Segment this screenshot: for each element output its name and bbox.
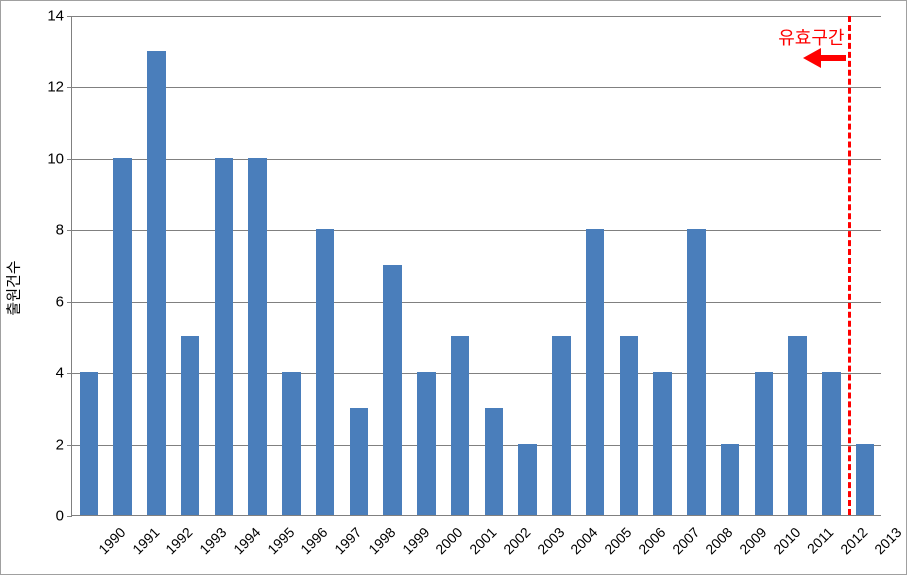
bar bbox=[620, 336, 639, 515]
gridline bbox=[72, 16, 881, 17]
x-tick-label: 2010 bbox=[770, 524, 803, 557]
bar bbox=[518, 444, 537, 515]
bar bbox=[451, 336, 470, 515]
x-tick-label: 2011 bbox=[803, 524, 836, 557]
bar bbox=[248, 158, 267, 515]
bar bbox=[181, 336, 200, 515]
x-tick-label: 2001 bbox=[466, 524, 499, 557]
arrow-line bbox=[820, 55, 846, 61]
bar bbox=[485, 408, 504, 515]
x-tick-label: 1993 bbox=[196, 524, 229, 557]
bar bbox=[822, 372, 841, 515]
gridline bbox=[72, 87, 881, 88]
bar bbox=[687, 229, 706, 515]
x-tick-label: 1996 bbox=[298, 524, 331, 557]
x-tick-label: 1992 bbox=[163, 524, 196, 557]
x-tick-label: 1995 bbox=[264, 524, 297, 557]
bar bbox=[316, 229, 335, 515]
bar bbox=[282, 372, 301, 515]
x-tick-label: 2013 bbox=[871, 524, 904, 557]
x-tick-label: 1990 bbox=[95, 524, 128, 557]
bar-chart: 출원건수 유효구간 02468101214 199019911992199319… bbox=[0, 0, 907, 575]
y-tick-label: 0 bbox=[24, 509, 64, 524]
bar bbox=[113, 158, 132, 515]
valid-range-divider bbox=[848, 16, 851, 515]
y-tick-label: 8 bbox=[24, 223, 64, 238]
x-tick-label: 2005 bbox=[601, 524, 634, 557]
bar bbox=[755, 372, 774, 515]
x-tick-label: 2009 bbox=[736, 524, 769, 557]
plot-area: 유효구간 bbox=[71, 16, 881, 516]
y-axis-label: 출원건수 bbox=[3, 260, 24, 315]
x-tick-label: 2004 bbox=[568, 524, 601, 557]
x-tick-label: 2006 bbox=[635, 524, 668, 557]
arrow-head-icon bbox=[803, 48, 821, 68]
bar bbox=[586, 229, 605, 515]
bar bbox=[80, 372, 99, 515]
bar bbox=[856, 444, 875, 515]
bar bbox=[552, 336, 571, 515]
bar bbox=[653, 372, 672, 515]
y-tick-label: 12 bbox=[24, 80, 64, 95]
y-tick-label: 10 bbox=[24, 151, 64, 166]
x-tick-label: 1994 bbox=[230, 524, 263, 557]
x-tick-label: 2003 bbox=[534, 524, 567, 557]
x-tick-label: 2000 bbox=[433, 524, 466, 557]
x-tick-label: 2002 bbox=[500, 524, 533, 557]
bar bbox=[147, 51, 166, 515]
bar bbox=[215, 158, 234, 515]
bar bbox=[417, 372, 436, 515]
gridline bbox=[72, 302, 881, 303]
y-tick-label: 2 bbox=[24, 437, 64, 452]
bar bbox=[788, 336, 807, 515]
x-tick-label: 1997 bbox=[331, 524, 364, 557]
valid-range-label: 유효구간 bbox=[778, 24, 844, 50]
x-tick-label: 1991 bbox=[129, 524, 162, 557]
y-tick-label: 14 bbox=[24, 9, 64, 24]
gridline bbox=[72, 159, 881, 160]
x-tick-label: 2012 bbox=[838, 524, 871, 557]
x-tick-label: 1998 bbox=[365, 524, 398, 557]
x-tick-label: 2007 bbox=[669, 524, 702, 557]
bar bbox=[350, 408, 369, 515]
x-tick-label: 1999 bbox=[399, 524, 432, 557]
y-tick-label: 6 bbox=[24, 294, 64, 309]
gridline bbox=[72, 230, 881, 231]
bar bbox=[721, 444, 740, 515]
x-tick-label: 2008 bbox=[703, 524, 736, 557]
y-tick-label: 4 bbox=[24, 366, 64, 381]
bar bbox=[383, 265, 402, 515]
